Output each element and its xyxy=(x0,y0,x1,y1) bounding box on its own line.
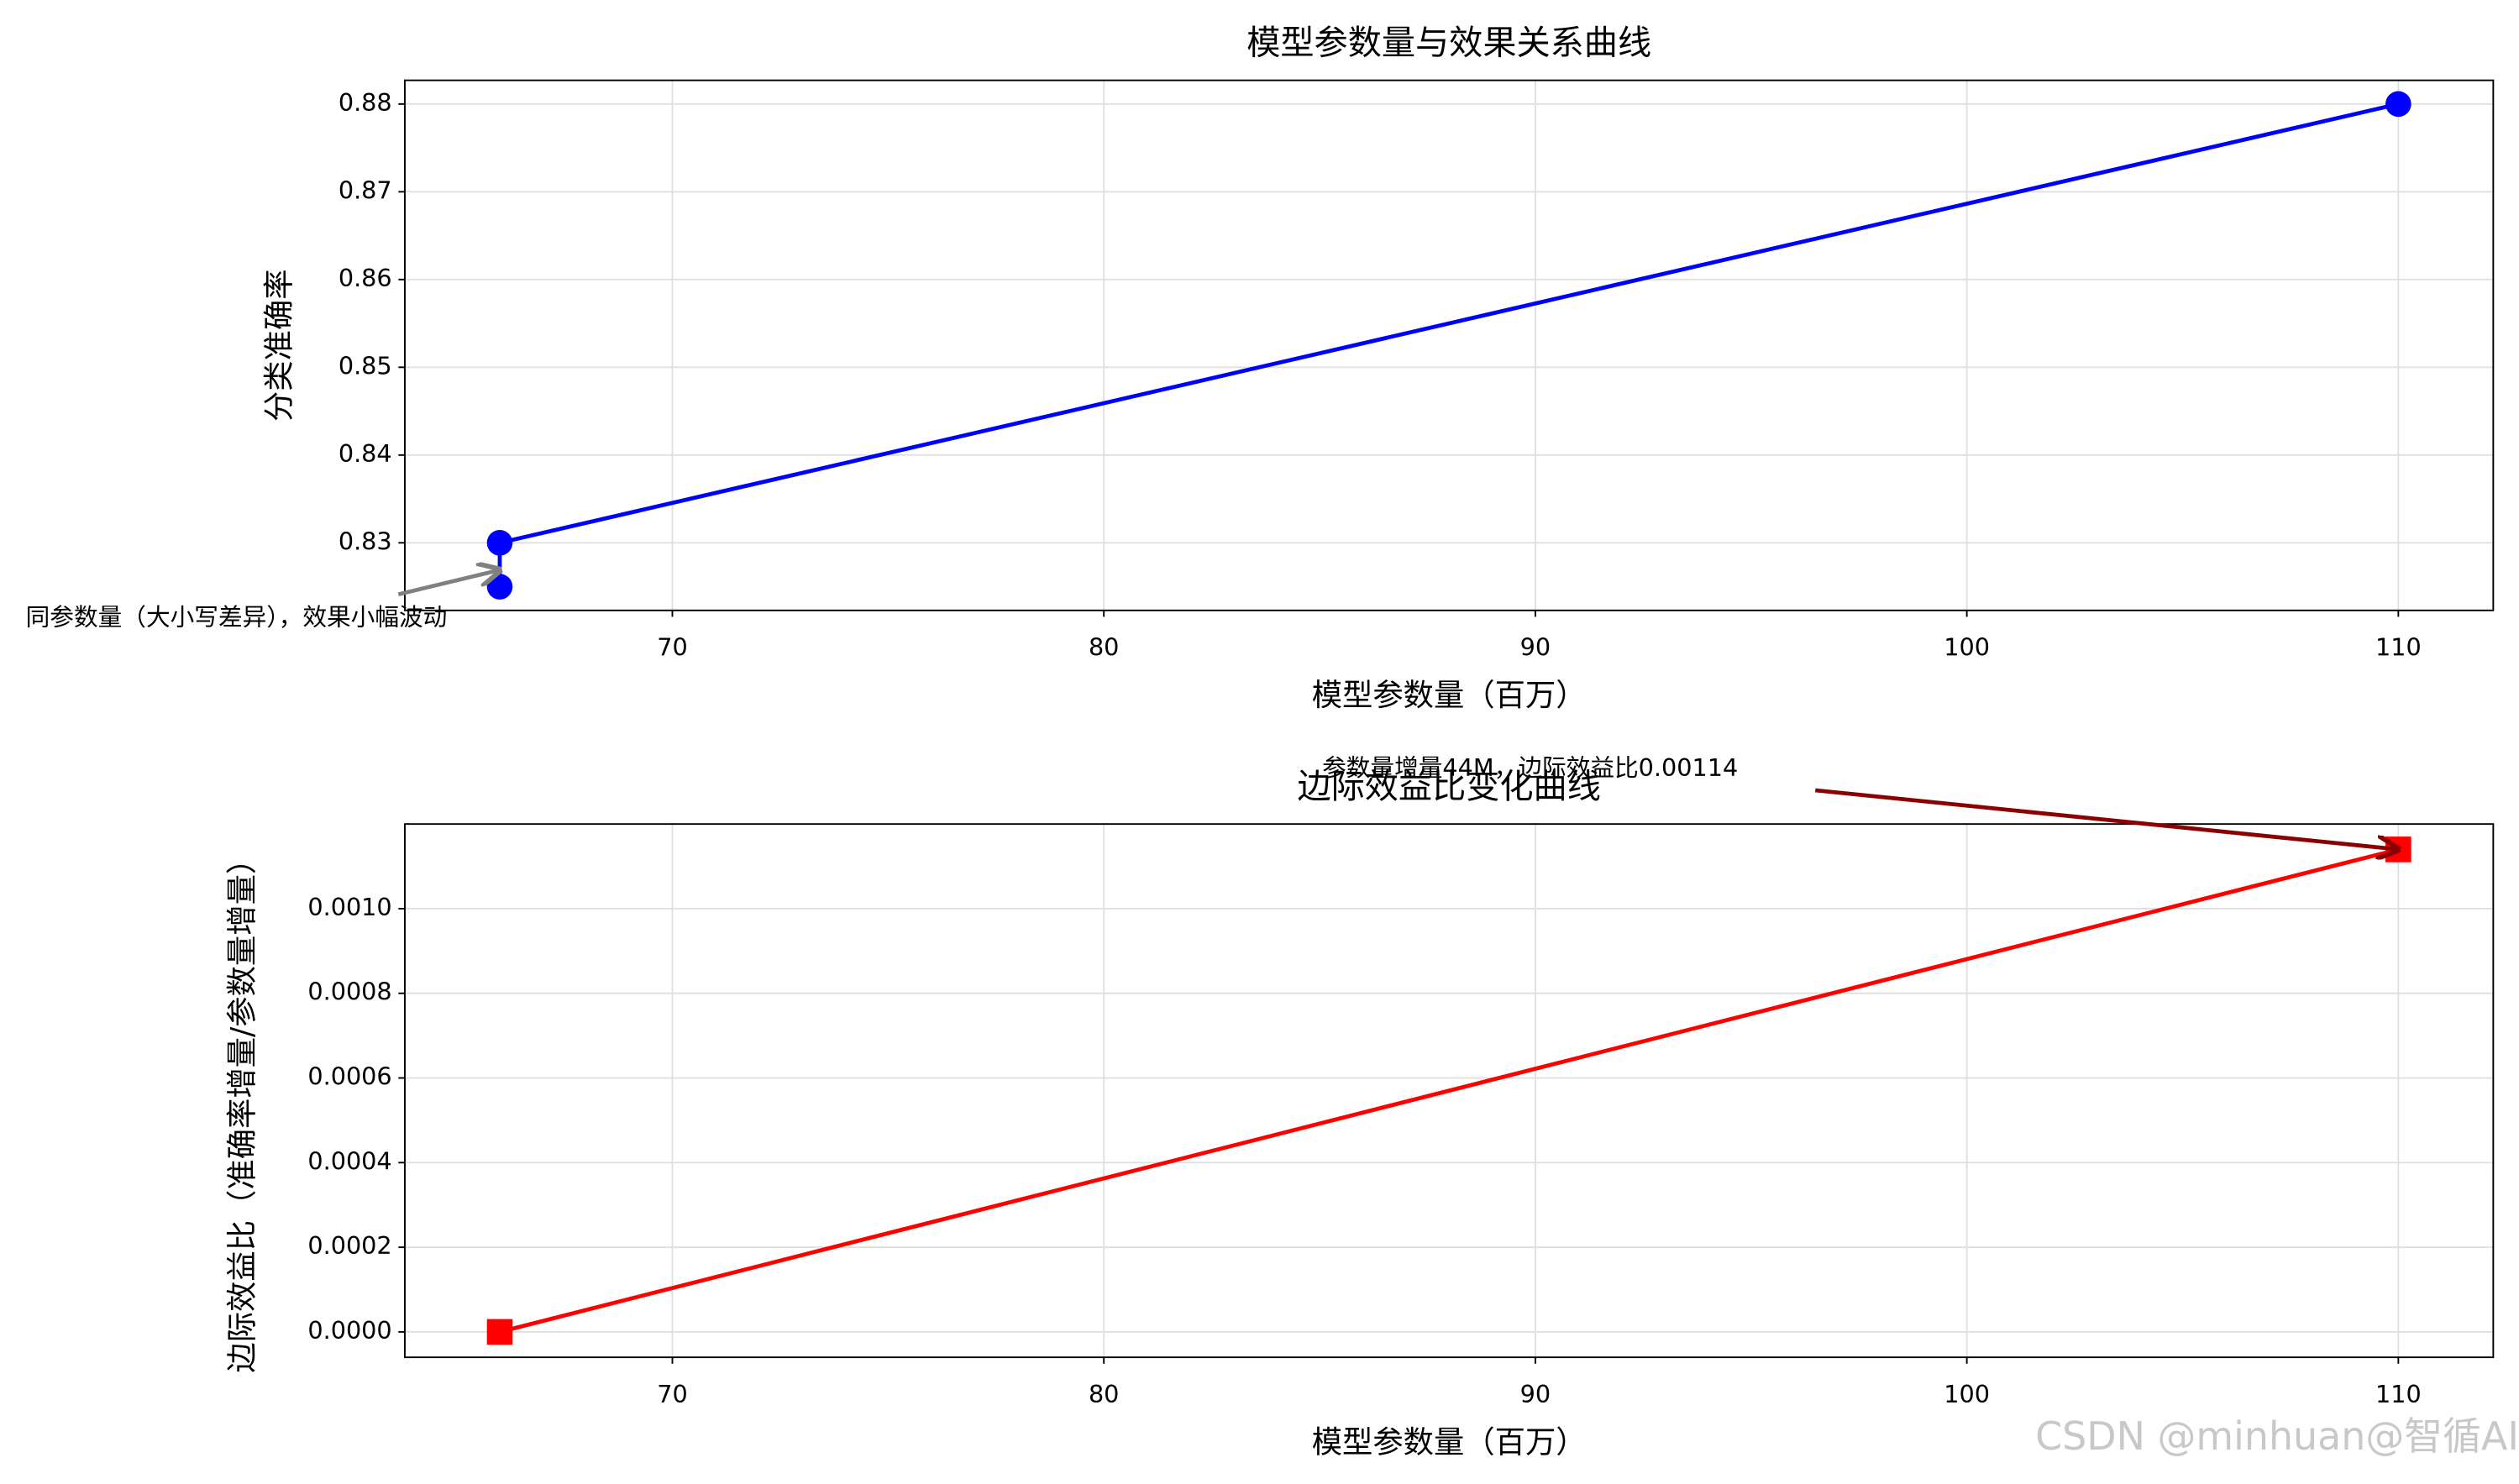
x-tick-label: 90 xyxy=(1520,633,1551,662)
plot-frame xyxy=(404,823,2495,1359)
x-tick-label: 80 xyxy=(1089,633,1119,662)
x-tick-label: 70 xyxy=(657,1380,687,1408)
annotation-arrow xyxy=(1814,788,2398,849)
data-line xyxy=(499,847,2399,1335)
chart-title: 边际效益比变化曲线 xyxy=(1297,768,1600,806)
data-line xyxy=(497,102,2399,587)
y-tick-label: 0.0004 xyxy=(307,1146,391,1175)
watermark: CSDN @minhuan@智循AI xyxy=(2035,1413,2519,1459)
y-tick-label: 0.84 xyxy=(338,439,392,468)
chart-title: 模型参数量与效果关系曲线 xyxy=(1246,24,1651,63)
data-marker xyxy=(2385,91,2411,118)
x-tick-label: 100 xyxy=(1944,1380,1990,1408)
data-marker xyxy=(486,530,513,556)
y-tick-label: 0.0002 xyxy=(307,1231,391,1260)
y-tick-label: 0.87 xyxy=(338,176,392,204)
plot-frame xyxy=(404,79,2495,611)
y-tick-label: 0.0010 xyxy=(307,893,391,921)
y-tick-label: 0.85 xyxy=(338,351,392,380)
x-tick-label: 80 xyxy=(1089,1380,1119,1408)
x-tick-label: 70 xyxy=(657,633,687,662)
data-marker xyxy=(486,574,513,600)
annotation-text: 参数量增量44M，边际效益比0.00114 xyxy=(1322,753,1738,782)
y-tick-label: 0.83 xyxy=(338,527,392,555)
annotation-arrow xyxy=(397,570,500,596)
x-tick-label: 90 xyxy=(1520,1380,1551,1408)
y-tick-label: 0.0000 xyxy=(307,1316,391,1345)
y-tick-label: 0.0006 xyxy=(307,1062,391,1091)
x-axis-label: 模型参数量（百万） xyxy=(1312,677,1587,713)
y-tick-label: 0.86 xyxy=(338,264,392,292)
x-tick-label: 100 xyxy=(1944,633,1990,662)
figure-content: CSDN @minhuan@智循AI 70 80 90 100 110 0.83 0.84 0… xyxy=(26,24,2519,1460)
y-axis-label: 分类准确率 xyxy=(261,269,297,422)
x-tick-label: 110 xyxy=(2375,633,2422,662)
x-axis-label: 模型参数量（百万） xyxy=(1312,1424,1587,1460)
annotation-text: 同参数量（大小写差异），效果小幅波动 xyxy=(26,602,448,631)
data-marker xyxy=(486,1319,513,1345)
y-tick-label: 0.88 xyxy=(338,88,392,117)
y-axis-label: 边际效益比（准确率增量/参数量增量） xyxy=(224,844,260,1373)
y-tick-label: 0.0008 xyxy=(307,978,391,1006)
x-tick-label: 110 xyxy=(2375,1380,2422,1408)
